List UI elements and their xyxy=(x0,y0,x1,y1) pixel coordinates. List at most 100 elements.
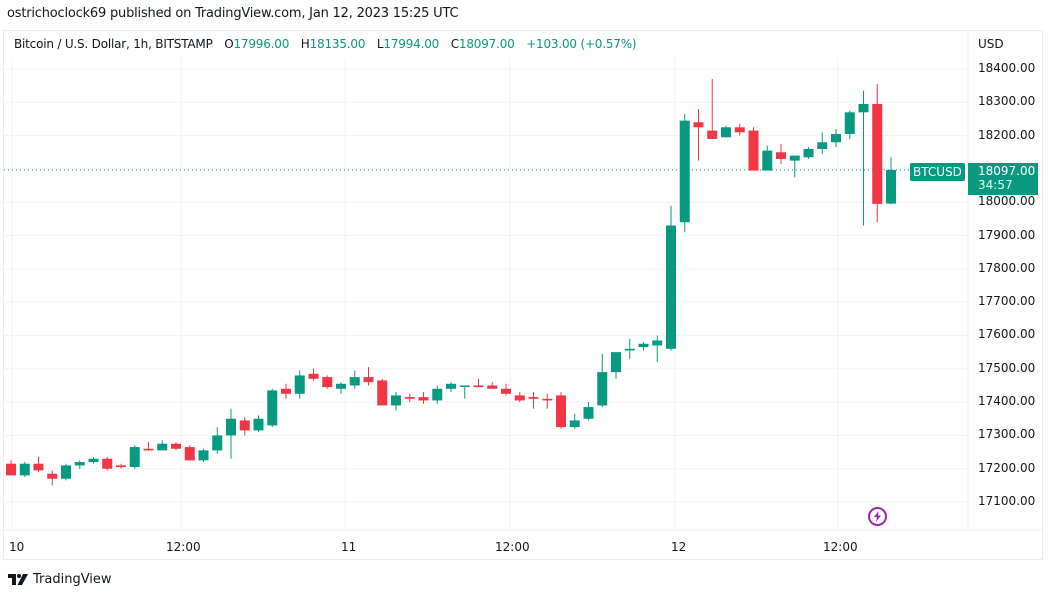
candle[interactable] xyxy=(459,385,470,399)
candle[interactable] xyxy=(831,128,841,148)
candle[interactable] xyxy=(473,378,484,388)
candle-body xyxy=(336,383,346,389)
publisher-caption: ostrichoclock69 published on TradingView… xyxy=(7,6,459,21)
candle[interactable] xyxy=(253,415,264,433)
candle[interactable] xyxy=(294,370,305,399)
candle[interactable] xyxy=(514,392,525,403)
candle[interactable] xyxy=(597,353,608,408)
candle[interactable] xyxy=(336,382,346,394)
candle[interactable] xyxy=(226,408,236,459)
candle-body xyxy=(143,448,154,451)
candle[interactable] xyxy=(212,427,223,454)
last-price-value: 18097.00 xyxy=(978,164,1036,178)
candle[interactable] xyxy=(267,388,278,428)
candle[interactable] xyxy=(707,78,718,139)
candle[interactable] xyxy=(487,382,498,389)
candle[interactable] xyxy=(569,413,580,429)
candle[interactable] xyxy=(6,460,16,476)
candle[interactable] xyxy=(61,463,71,481)
candle-body xyxy=(611,352,621,373)
candle[interactable] xyxy=(129,445,140,469)
candle[interactable] xyxy=(116,463,126,469)
candle[interactable] xyxy=(281,383,291,399)
candle-body xyxy=(624,348,635,351)
lightning-icon[interactable] xyxy=(868,507,887,526)
candle[interactable] xyxy=(446,382,456,393)
candle[interactable] xyxy=(844,110,855,139)
candle[interactable] xyxy=(734,123,745,136)
candle[interactable] xyxy=(404,393,415,403)
candle-body xyxy=(33,463,44,471)
change-value: +103.00 (+0.57%) xyxy=(526,37,637,51)
candle[interactable] xyxy=(583,402,594,421)
candle-body xyxy=(886,169,896,204)
candle-body xyxy=(734,127,745,133)
candle[interactable] xyxy=(611,352,621,379)
candle[interactable] xyxy=(432,385,443,404)
candle[interactable] xyxy=(377,378,388,406)
candle[interactable] xyxy=(239,417,250,436)
candle-body xyxy=(501,388,511,394)
candle[interactable] xyxy=(748,127,759,171)
candle-body xyxy=(666,225,676,349)
candle-body xyxy=(281,388,291,394)
candle-body xyxy=(487,385,498,389)
candle[interactable] xyxy=(872,83,883,223)
candle-body xyxy=(308,373,319,379)
candle[interactable] xyxy=(803,147,814,159)
last-price-badge: 18097.00 34:57 xyxy=(968,163,1038,195)
candle[interactable] xyxy=(556,392,566,429)
candle[interactable] xyxy=(652,335,663,363)
tradingview-logo[interactable]: TradingView xyxy=(8,572,112,587)
candle[interactable] xyxy=(817,132,828,154)
price-tick: 18300.00 xyxy=(978,94,1036,109)
candle[interactable] xyxy=(33,457,44,473)
candle[interactable] xyxy=(666,205,676,351)
candle[interactable] xyxy=(776,143,786,164)
candle[interactable] xyxy=(542,393,553,409)
time-tick: 12:00 xyxy=(823,540,858,554)
candle-body xyxy=(47,473,58,479)
candle[interactable] xyxy=(638,342,649,351)
candle[interactable] xyxy=(157,440,168,451)
candle[interactable] xyxy=(171,442,181,451)
candle[interactable] xyxy=(418,392,429,404)
candle-body xyxy=(831,133,841,143)
candle[interactable] xyxy=(679,113,690,233)
candle-body xyxy=(748,130,759,171)
candle[interactable] xyxy=(363,367,374,386)
candle[interactable] xyxy=(501,383,511,396)
candle[interactable] xyxy=(74,460,85,469)
candle[interactable] xyxy=(19,462,30,478)
price-tick: 18400.00 xyxy=(978,61,1036,75)
candle[interactable] xyxy=(762,145,773,171)
candle[interactable] xyxy=(789,155,800,178)
candle[interactable] xyxy=(143,442,154,451)
price-tick: 17100.00 xyxy=(978,494,1036,509)
candle[interactable] xyxy=(308,368,319,381)
candle[interactable] xyxy=(693,108,704,161)
price-tick: 17500.00 xyxy=(978,360,1036,375)
open-label: O xyxy=(224,37,234,51)
candle[interactable] xyxy=(47,470,58,486)
tradingview-logo-icon xyxy=(8,574,28,585)
candle[interactable] xyxy=(858,90,869,226)
candle[interactable] xyxy=(322,375,333,389)
candle[interactable] xyxy=(198,448,209,463)
candle-body xyxy=(294,375,305,394)
candle[interactable] xyxy=(349,370,360,389)
candle[interactable] xyxy=(391,392,401,411)
candle[interactable] xyxy=(886,157,896,205)
candle[interactable] xyxy=(102,457,113,471)
candle[interactable] xyxy=(88,457,99,464)
candle[interactable] xyxy=(528,392,539,409)
candle-body xyxy=(157,443,168,451)
ohlc-legend: Bitcoin / U.S. Dollar, 1h, BITSTAMP O179… xyxy=(14,37,637,51)
candle-body xyxy=(789,155,800,161)
candle[interactable] xyxy=(624,338,635,359)
candle-body xyxy=(6,463,16,476)
candle[interactable] xyxy=(184,445,195,461)
price-tick: 18000.00 xyxy=(978,194,1036,209)
candle[interactable] xyxy=(721,125,731,138)
